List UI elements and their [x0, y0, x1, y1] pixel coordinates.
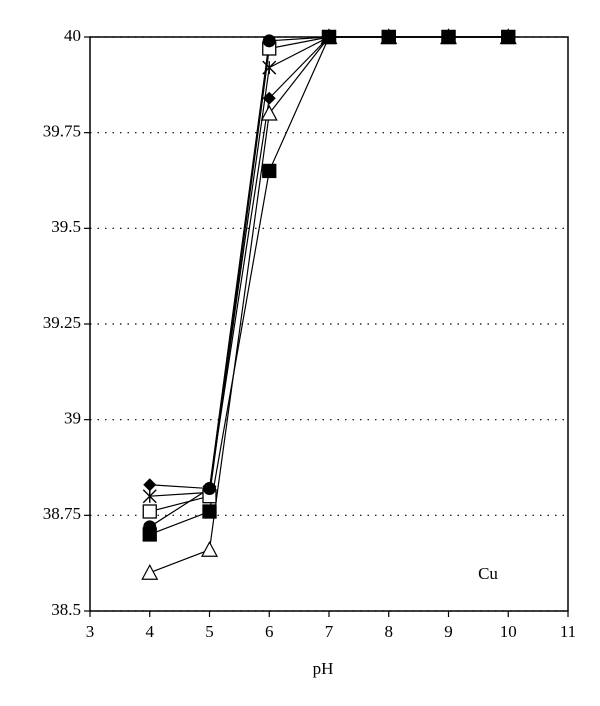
x-tick-label: 7	[325, 622, 334, 641]
marker	[142, 504, 157, 519]
y-tick-label: 38.75	[43, 504, 81, 523]
marker	[262, 34, 276, 48]
marker	[262, 163, 277, 179]
marker	[441, 29, 456, 45]
marker	[202, 504, 217, 519]
series-line	[149, 36, 509, 528]
annotation: Cu	[478, 564, 498, 583]
x-axis-label: pH	[313, 659, 334, 678]
x-tick-label: 6	[265, 622, 274, 641]
marker	[260, 104, 278, 121]
x-tick-label: 9	[444, 622, 453, 641]
marker	[143, 478, 157, 492]
marker	[262, 91, 276, 105]
marker	[141, 563, 159, 580]
marker	[381, 29, 396, 45]
marker	[203, 482, 216, 496]
series-line	[149, 36, 509, 513]
marker	[501, 29, 516, 45]
series-line	[149, 36, 509, 497]
marker	[321, 29, 337, 45]
y-tick-label: 39	[64, 409, 81, 428]
marker	[142, 489, 157, 504]
marker	[200, 541, 219, 557]
x-tick-label: 5	[205, 622, 214, 641]
marker	[262, 60, 277, 75]
y-tick-label: 39.75	[43, 122, 81, 141]
x-tick-label: 11	[560, 622, 576, 641]
series-line	[149, 36, 509, 536]
x-tick-label: 8	[385, 622, 394, 641]
y-tick-label: 39.5	[51, 217, 81, 236]
x-tick-label: 4	[146, 622, 155, 641]
series-line	[149, 36, 509, 490]
x-tick-label: 3	[86, 622, 95, 641]
y-tick-label: 38.5	[51, 600, 81, 619]
y-tick-label: 40	[64, 26, 81, 45]
x-tick-label: 10	[500, 622, 517, 641]
marker	[142, 527, 157, 542]
y-tick-label: 39.25	[43, 313, 81, 332]
